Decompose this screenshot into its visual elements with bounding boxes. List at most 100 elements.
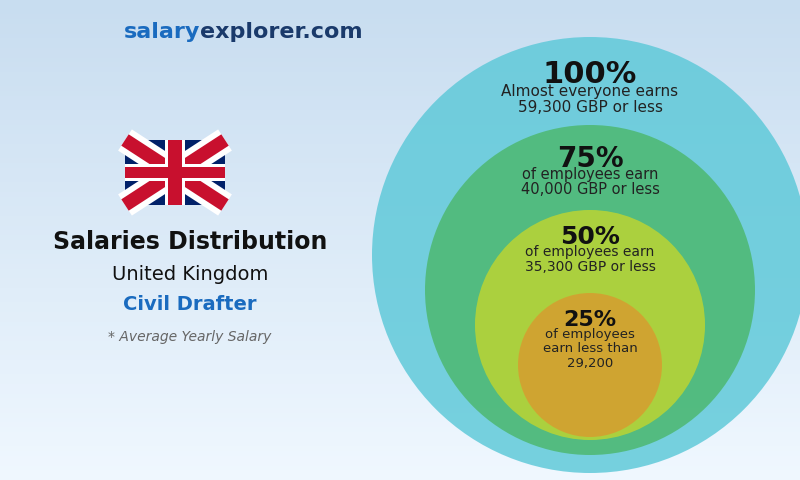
Bar	[0, 317, 800, 322]
Bar	[0, 14, 800, 19]
Bar	[0, 29, 800, 34]
Bar	[0, 134, 800, 139]
Bar	[0, 307, 800, 312]
Bar	[0, 331, 800, 336]
Bar	[0, 422, 800, 427]
Bar	[0, 293, 800, 298]
Bar	[0, 283, 800, 288]
Bar	[0, 58, 800, 62]
Bar	[0, 187, 800, 192]
Bar	[0, 403, 800, 408]
Bar	[0, 432, 800, 437]
Bar	[0, 115, 800, 120]
Bar	[0, 379, 800, 384]
Bar	[125, 140, 225, 205]
Bar	[0, 192, 800, 197]
Text: 35,300 GBP or less: 35,300 GBP or less	[525, 260, 655, 274]
Circle shape	[372, 37, 800, 473]
Text: 40,000 GBP or less: 40,000 GBP or less	[521, 182, 659, 197]
Bar	[0, 72, 800, 77]
Bar	[0, 144, 800, 149]
Bar	[0, 235, 800, 240]
Bar	[168, 140, 182, 205]
Bar	[0, 269, 800, 274]
Bar	[0, 197, 800, 202]
Bar	[0, 182, 800, 187]
Bar	[0, 10, 800, 14]
Bar	[0, 451, 800, 456]
Bar	[0, 250, 800, 254]
Bar	[0, 206, 800, 211]
Bar	[0, 408, 800, 413]
Bar	[0, 202, 800, 206]
Bar	[0, 53, 800, 58]
Bar	[0, 34, 800, 38]
Bar	[0, 346, 800, 350]
Bar	[0, 274, 800, 278]
Text: of employees: of employees	[545, 328, 635, 341]
Bar	[0, 341, 800, 346]
Text: 59,300 GBP or less: 59,300 GBP or less	[518, 100, 662, 115]
Bar	[0, 5, 800, 10]
Text: * Average Yearly Salary: * Average Yearly Salary	[108, 330, 272, 344]
Bar	[0, 211, 800, 216]
Bar	[0, 154, 800, 158]
Bar	[0, 475, 800, 480]
Bar	[0, 96, 800, 101]
Bar	[0, 178, 800, 182]
Circle shape	[475, 210, 705, 440]
Bar	[0, 365, 800, 370]
Bar	[0, 437, 800, 442]
Bar	[0, 173, 800, 178]
Bar	[0, 62, 800, 67]
Bar	[125, 164, 225, 181]
Bar	[0, 120, 800, 125]
Bar	[0, 350, 800, 355]
Text: 25%: 25%	[563, 310, 617, 330]
Bar	[0, 158, 800, 163]
Bar	[0, 278, 800, 283]
Text: of employees earn: of employees earn	[522, 167, 658, 182]
Bar	[0, 19, 800, 24]
Bar	[0, 374, 800, 379]
Bar	[0, 312, 800, 317]
Text: earn less than: earn less than	[542, 343, 638, 356]
Circle shape	[425, 125, 755, 455]
Bar	[0, 149, 800, 154]
Bar	[125, 167, 225, 179]
Bar	[0, 168, 800, 173]
Bar	[0, 456, 800, 461]
Bar	[0, 24, 800, 29]
Bar	[0, 91, 800, 96]
Bar	[0, 470, 800, 475]
Bar	[0, 67, 800, 72]
Bar	[0, 302, 800, 307]
Bar	[0, 77, 800, 82]
Bar	[0, 384, 800, 389]
Bar	[0, 245, 800, 250]
Text: 100%: 100%	[543, 60, 637, 89]
Bar	[0, 106, 800, 110]
Bar	[0, 230, 800, 235]
Bar	[0, 101, 800, 106]
Bar	[0, 163, 800, 168]
Text: 50%: 50%	[560, 225, 620, 249]
Text: of employees earn: of employees earn	[526, 245, 654, 259]
Bar	[0, 139, 800, 144]
Bar	[0, 43, 800, 48]
Bar	[0, 82, 800, 86]
Text: 75%: 75%	[557, 145, 623, 173]
Bar	[0, 322, 800, 326]
Bar	[0, 110, 800, 115]
Text: salary: salary	[124, 22, 200, 42]
Text: United Kingdom: United Kingdom	[112, 265, 268, 284]
Bar	[0, 226, 800, 230]
Bar	[0, 216, 800, 221]
Text: explorer.com: explorer.com	[200, 22, 362, 42]
Bar	[0, 221, 800, 226]
Bar	[0, 418, 800, 422]
Bar	[0, 86, 800, 91]
Bar	[0, 38, 800, 43]
Bar	[0, 254, 800, 259]
Bar	[0, 394, 800, 398]
